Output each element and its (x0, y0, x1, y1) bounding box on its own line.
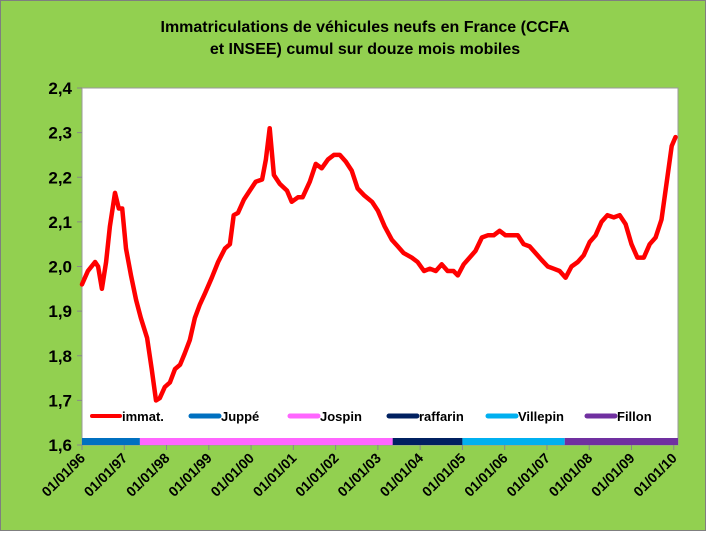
legend-label: Fillon (617, 409, 652, 424)
y-tick-label: 2,0 (48, 258, 72, 277)
legend-label: raffarin (419, 409, 464, 424)
y-tick-label: 2,2 (48, 168, 72, 187)
y-tick-label: 1,9 (48, 302, 72, 321)
chart-title: et INSEE) cumul sur douze mois mobiles (210, 41, 520, 58)
y-tick-label: 2,4 (48, 79, 72, 98)
legend-label: Juppé (221, 409, 259, 424)
y-tick-label: 1,7 (48, 391, 72, 410)
chart-title: Immatriculations de véhicules neufs en F… (161, 19, 570, 36)
plot-area (81, 87, 679, 446)
y-tick-label: 1,6 (48, 436, 72, 455)
y-tick-label: 1,8 (48, 347, 72, 366)
legend-label: Villepin (518, 409, 564, 424)
y-tick-label: 2,1 (48, 213, 72, 232)
data-line (79, 125, 678, 403)
legend-label: Jospin (320, 409, 362, 424)
legend-label: immat. (122, 409, 164, 424)
y-tick-label: 2,3 (48, 124, 72, 143)
